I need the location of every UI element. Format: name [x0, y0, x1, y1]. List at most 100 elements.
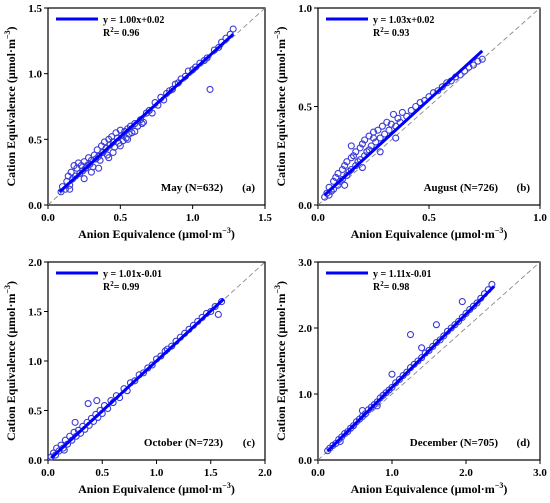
y-tick-label: 1.0 [298, 389, 312, 401]
y-axis-label-text: Cation Equivalence (μmol·m [274, 294, 288, 441]
x-tick-label: 0.0 [311, 467, 325, 479]
r-squared-value: = 0.93 [384, 28, 410, 39]
data-point [358, 140, 366, 148]
r-squared-value: = 0.98 [384, 282, 410, 293]
legend-r-squared: R2= 0.96 [103, 26, 139, 39]
r-squared-letter: R [373, 282, 381, 293]
data-point [367, 142, 375, 150]
legend-r-squared: R2= 0.98 [373, 280, 409, 293]
y-tick-label: 1.0 [28, 356, 42, 368]
x-axis-label-close: ) [231, 482, 235, 496]
x-tick-label: 0.5 [113, 212, 127, 224]
y-axis-label: Cation Equivalence (μmol·m−3) [3, 281, 18, 441]
panel-label: (b) [517, 182, 531, 194]
y-tick-label: 2.0 [298, 323, 312, 335]
chart-panel-4: 0.0 1.0 2.0 3.00.01.02.03.0y = 1.11x-0.01R2… [273, 257, 547, 496]
data-point [387, 120, 395, 128]
x-axis-label: Anion Equivalence (μmol·m−3) [78, 481, 235, 496]
y-axis-label-exponent: −3 [3, 30, 12, 39]
data-point [332, 173, 340, 181]
x-axis-label-close: ) [231, 227, 235, 241]
y-tick-label: 0.0 [298, 455, 312, 467]
fit-line [323, 49, 484, 197]
data-point [211, 302, 219, 311]
data-point [385, 126, 393, 134]
y-tick-label: 1.5 [28, 3, 42, 15]
x-tick-label: 0.5 [422, 212, 436, 224]
fit-line [58, 33, 235, 193]
x-tick-label: 0.0 [311, 212, 325, 224]
data-point [394, 114, 402, 122]
data-point [80, 175, 88, 183]
y-axis-label-close: ) [274, 26, 288, 30]
data-point [388, 370, 396, 378]
data-point [403, 368, 411, 376]
panel-annotation: October (N=723) [144, 437, 223, 449]
data-point [418, 344, 426, 352]
data-point [429, 342, 437, 351]
data-point [347, 142, 355, 150]
r-squared-letter: R [373, 28, 381, 39]
x-tick-label: 1.5 [258, 212, 272, 224]
data-point [440, 332, 448, 340]
data-point [214, 310, 222, 319]
panel-label: (a) [242, 182, 255, 194]
data-point [84, 400, 92, 408]
y-tick-label: 3.0 [298, 257, 312, 269]
x-tick-label: 1.0 [186, 212, 200, 224]
x-axis-label-text: Anion Equivalence (μmol·m [351, 227, 495, 241]
data-point [376, 148, 384, 156]
fit-line [50, 297, 225, 460]
y-axis-label: Cation Equivalence (μmol·m−3) [273, 281, 288, 441]
data-point [478, 55, 486, 63]
data-point [215, 43, 223, 51]
y-axis-label-exponent: −3 [273, 285, 282, 294]
data-point [406, 331, 415, 339]
data-point [93, 146, 101, 154]
data-point [229, 25, 237, 33]
data-point [334, 169, 342, 178]
data-point [105, 154, 113, 162]
data-point [124, 135, 132, 143]
data-point [338, 165, 346, 174]
data-point [347, 154, 355, 162]
data-point [473, 299, 481, 307]
data-point [95, 164, 103, 172]
data-point [356, 144, 364, 152]
plot-frame [47, 7, 266, 206]
data-point [455, 317, 463, 325]
data-point [458, 313, 466, 321]
panel-label: (c) [243, 437, 256, 449]
x-tick-label: 2.0 [459, 467, 473, 479]
data-point [383, 118, 391, 126]
legend-r-squared: R2= 0.93 [373, 26, 409, 39]
panel-annotation: December (N=705) [410, 437, 499, 449]
x-axis-label: Anion Equivalence (μmol·m−3) [351, 226, 508, 241]
chart-panel-1: 0.0 0.5 1.0 1.50.00.51.01.5y = 1.00x+0.02R2… [3, 3, 272, 241]
x-axis-label-text: Anion Equivalence (μmol·m [78, 482, 222, 496]
x-axis-label-exponent: −3 [222, 226, 231, 235]
x-axis-label-exponent: −3 [222, 481, 231, 490]
data-point [93, 397, 101, 405]
data-point [358, 164, 366, 172]
x-axis-label-text: Anion Equivalence (μmol·m [78, 227, 222, 241]
legend-equation: y = 1.00x+0.02 [103, 15, 164, 26]
r-squared-value: = 0.99 [114, 282, 140, 293]
data-point [407, 106, 415, 114]
y-axis-label-text: Cation Equivalence (μmol·m [4, 294, 18, 441]
data-point [138, 120, 146, 128]
x-axis-label-text: Anion Equivalence (μmol·m [351, 482, 495, 496]
data-point [438, 83, 446, 91]
data-point [87, 168, 95, 176]
data-point [432, 321, 440, 329]
x-axis-label-close: ) [503, 227, 507, 241]
legend-equation: y = 1.11x-0.01 [373, 269, 431, 280]
data-point [218, 298, 226, 306]
data-point [425, 346, 433, 354]
panel-label: (d) [517, 437, 531, 449]
y-axis-label-text: Cation Equivalence (μmol·m [4, 39, 18, 186]
panel-annotation: May (N=632) [161, 182, 224, 194]
x-tick-label: 1.5 [204, 467, 218, 479]
